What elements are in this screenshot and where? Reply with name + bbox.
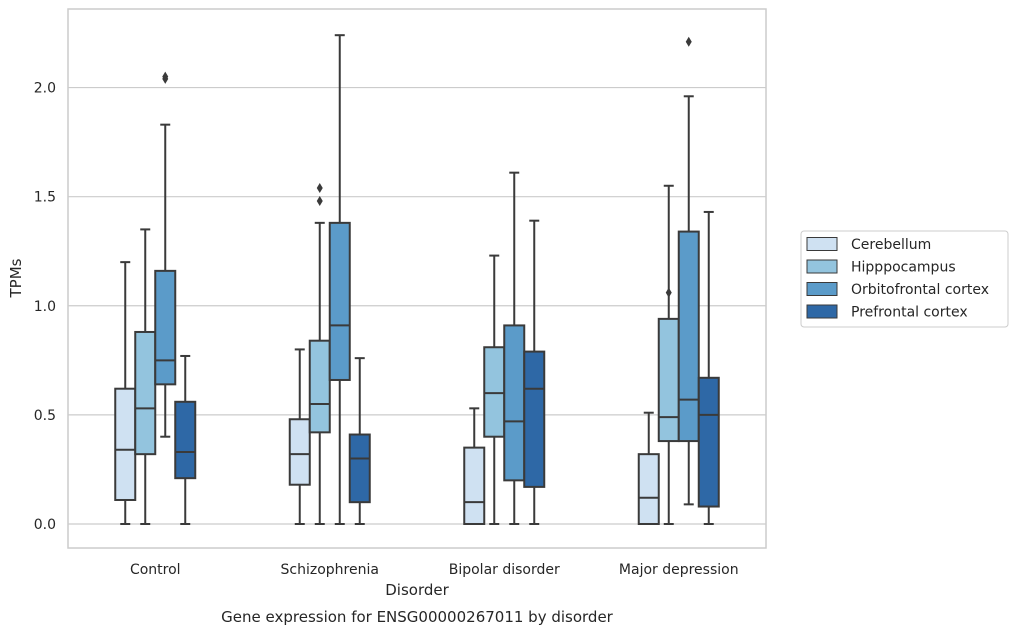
box-group: [348, 357, 371, 525]
plot-frame: [67, 8, 767, 549]
chart-caption: Gene expression for ENSG00000267011 by d…: [221, 608, 614, 626]
x-tick-label: Schizophrenia: [281, 562, 379, 578]
box-group: [328, 34, 351, 525]
box-group: [134, 228, 157, 525]
x-tick-label: Major depression: [619, 562, 739, 578]
box: [697, 376, 720, 508]
box-group: [288, 348, 311, 525]
box-group: [503, 171, 526, 525]
outlier-point: [665, 287, 672, 298]
legend-label: Orbitofrontal cortex: [851, 282, 989, 298]
outlier-point: [162, 71, 169, 82]
y-tick-label: 2.0: [34, 81, 56, 97]
y-tick-label: 0.5: [34, 408, 56, 424]
y-tick-label: 0.0: [34, 517, 56, 533]
legend-swatch: [806, 304, 838, 319]
box: [328, 221, 351, 381]
legend-frame: [800, 230, 1009, 328]
legend-label: Cerebellum: [851, 237, 931, 253]
y-tick-labels: 0.0 0.5 1.0 1.5 2.0: [34, 81, 56, 533]
box-group: [308, 182, 331, 525]
legend: Cerebellum Hipppocampus Orbitofrontal cort…: [800, 230, 1009, 328]
box-group: [697, 210, 720, 525]
outlier-point: [316, 196, 323, 207]
box-group: [677, 36, 700, 506]
box: [503, 324, 526, 482]
box-group: [523, 219, 546, 525]
box-group: [657, 184, 680, 525]
boxes: [114, 34, 720, 525]
box: [174, 400, 197, 480]
legend-label: Prefrontal cortex: [851, 305, 968, 321]
box: [677, 230, 700, 443]
legend-swatch: [806, 259, 838, 274]
y-tick-label: 1.5: [34, 190, 56, 206]
box: [657, 317, 680, 443]
y-tick-label: 1.0: [34, 299, 56, 315]
box: [483, 346, 506, 438]
box-group: [154, 71, 177, 438]
box: [637, 453, 660, 525]
box: [134, 330, 157, 456]
box-group: [463, 407, 486, 525]
legend-swatch: [806, 282, 838, 296]
y-axis-label: TPMs: [7, 258, 25, 298]
outlier-point: [685, 36, 692, 47]
x-axis-label: Disorder: [385, 581, 449, 599]
outlier-point: [316, 182, 323, 193]
x-tick-label: Bipolar disorder: [449, 562, 560, 578]
box: [288, 418, 311, 486]
box: [308, 339, 331, 434]
x-tick-labels: Control Schizophrenia Bipolar disorder Majo…: [130, 562, 739, 578]
box: [154, 269, 177, 386]
box-group: [483, 254, 506, 525]
x-tick-label: Control: [130, 562, 181, 578]
box-group: [114, 261, 137, 525]
box: [348, 433, 371, 504]
box-group: [637, 411, 660, 525]
box: [523, 350, 546, 488]
legend-label: Hipppocampus: [851, 260, 956, 276]
legend-swatch: [806, 237, 838, 251]
box: [463, 446, 486, 525]
box-group: [174, 354, 197, 525]
box: [114, 387, 137, 501]
